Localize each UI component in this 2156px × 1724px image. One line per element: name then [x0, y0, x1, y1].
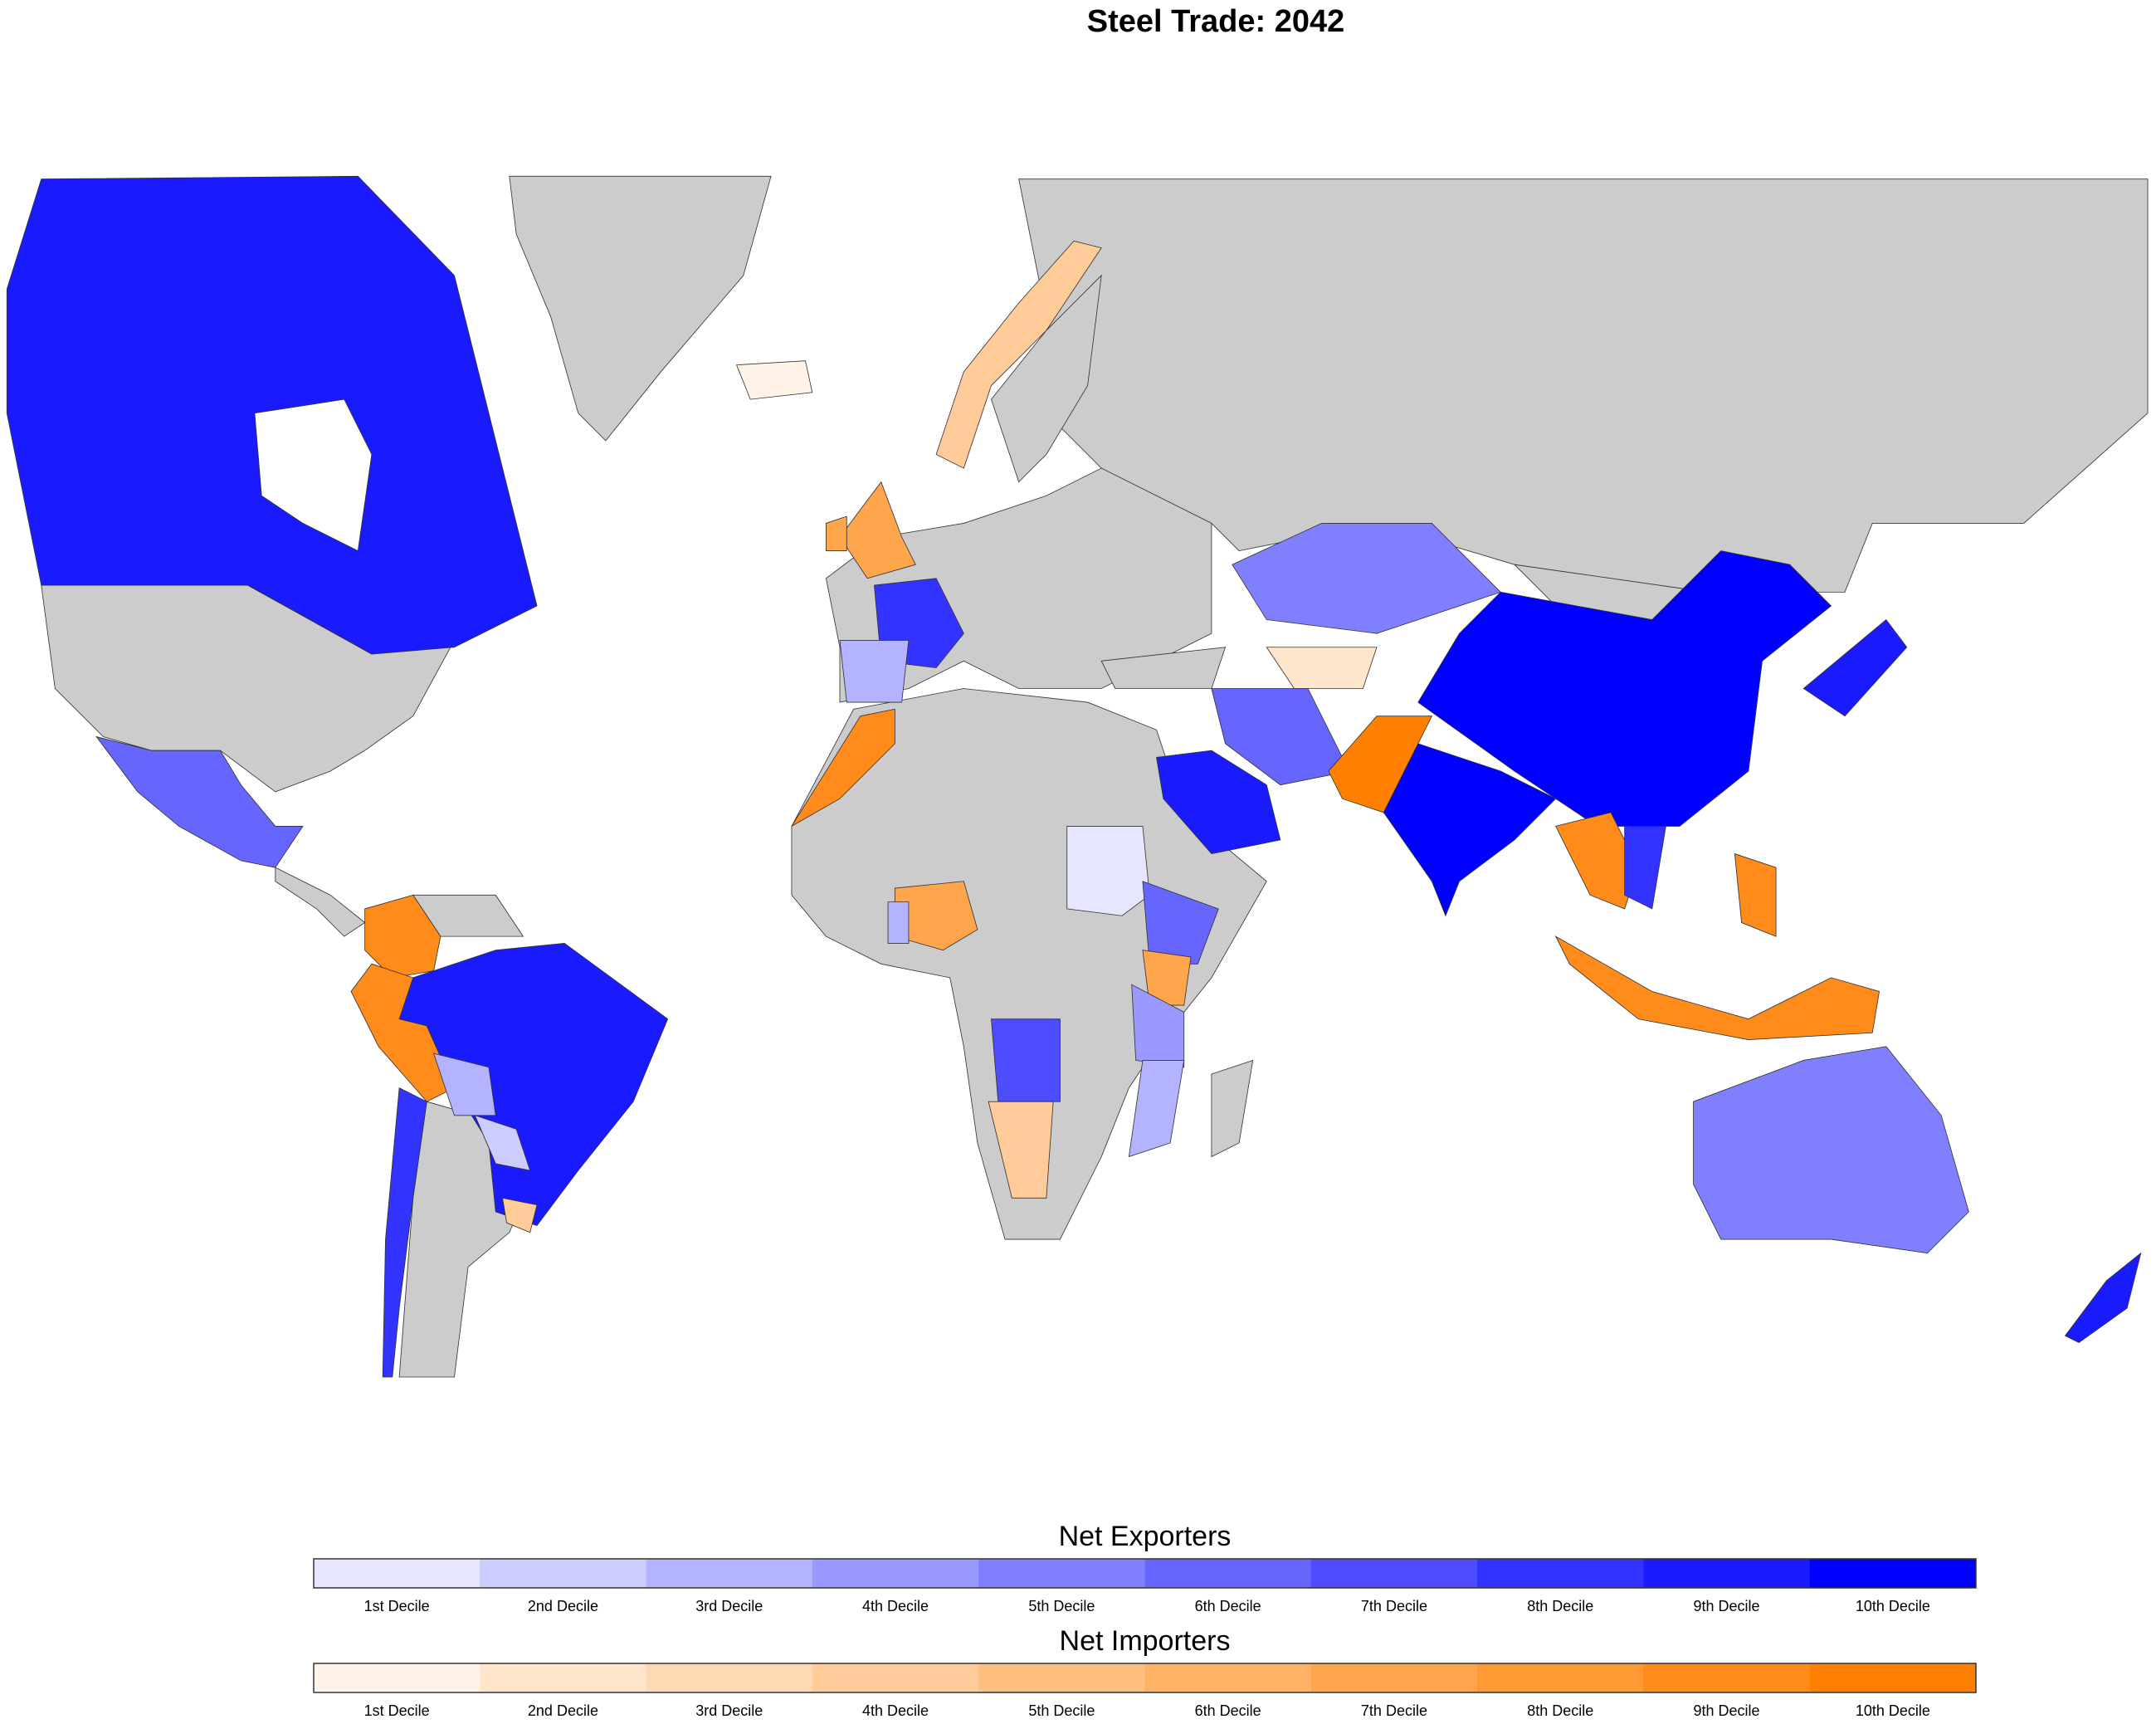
legend-label: 7th Decile — [1361, 1598, 1427, 1614]
region — [1211, 688, 1350, 786]
legend-frame — [313, 1558, 1977, 1589]
legend-label: 2nd Decile — [528, 1702, 598, 1719]
region — [825, 515, 847, 552]
legend-swatch — [646, 1663, 813, 1692]
legend-label: 2nd Decile — [528, 1598, 598, 1614]
legend-swatch — [1144, 1663, 1312, 1692]
region — [1211, 1059, 1254, 1158]
legend-label: 3rd Decile — [695, 1702, 763, 1719]
region — [791, 688, 1267, 1240]
region — [1128, 1060, 1185, 1158]
legend-label: 4th Decile — [862, 1598, 929, 1614]
legend-swatch — [1310, 1663, 1478, 1692]
region — [382, 1087, 427, 1378]
legend-swatch — [812, 1663, 979, 1692]
legend-swatch — [314, 1663, 480, 1692]
legend-swatch — [1477, 1663, 1644, 1692]
water — [254, 398, 373, 552]
legend-label: 7th Decile — [1361, 1702, 1427, 1719]
region — [1066, 825, 1150, 916]
legend-label: 8th Decile — [1527, 1598, 1593, 1614]
legend-swatch — [1643, 1663, 1811, 1692]
region — [275, 867, 366, 937]
region — [839, 640, 910, 703]
region — [988, 1101, 1054, 1199]
legend-label: 1st Decile — [364, 1702, 430, 1719]
legend-title: Net Importers — [1060, 1625, 1231, 1657]
region — [1554, 935, 1880, 1040]
chart-title: Steel Trade: 2042 — [1087, 4, 1345, 39]
world-map — [6, 175, 2149, 1378]
region — [887, 901, 910, 944]
region — [502, 1197, 538, 1233]
region — [2064, 1252, 2142, 1344]
legend-swatch — [1643, 1559, 1811, 1588]
region — [432, 1052, 496, 1116]
legend-swatch — [480, 1663, 647, 1692]
legend-label: 10th Decile — [1856, 1598, 1930, 1614]
region — [1383, 743, 1557, 917]
legend-swatch — [1144, 1559, 1312, 1588]
legend-swatch — [1477, 1559, 1644, 1588]
legend-label: 9th Decile — [1694, 1598, 1760, 1614]
legend-label: 5th Decile — [1028, 1702, 1095, 1719]
legend-swatch — [646, 1559, 813, 1588]
legend-label: 10th Decile — [1856, 1702, 1930, 1719]
legend-label: 5th Decile — [1028, 1598, 1095, 1614]
legend-label: 6th Decile — [1195, 1702, 1261, 1719]
legend-label: 4th Decile — [862, 1702, 929, 1719]
legend-title: Net Exporters — [1059, 1521, 1232, 1552]
region — [839, 481, 916, 579]
region — [95, 735, 304, 868]
region — [398, 942, 669, 1226]
region — [1142, 881, 1219, 965]
region — [735, 360, 813, 400]
region — [509, 175, 772, 442]
legend-label: 3rd Decile — [695, 1598, 763, 1614]
legend-label: 6th Decile — [1195, 1598, 1261, 1614]
legend-label: 8th Decile — [1527, 1702, 1593, 1719]
region — [935, 240, 1102, 469]
legend-label: 9th Decile — [1694, 1702, 1760, 1719]
region — [1266, 647, 1378, 689]
region — [1624, 825, 1666, 910]
region — [991, 1018, 1061, 1102]
region — [1131, 984, 1185, 1068]
legend-frame — [313, 1663, 1977, 1693]
legend-swatch — [1809, 1663, 1977, 1692]
region — [1156, 750, 1281, 855]
legends: Net Exporters 1st Decile 2nd Decile 3rd Dec… — [313, 1521, 1977, 1719]
legend-swatch — [812, 1559, 979, 1588]
region — [1734, 852, 1777, 937]
legend-swatch — [480, 1559, 647, 1588]
legend-swatch — [1809, 1559, 1977, 1588]
legend-label: 1st Decile — [364, 1598, 430, 1614]
legend-swatch — [314, 1559, 480, 1588]
region — [1417, 550, 1832, 827]
region — [474, 1115, 531, 1171]
legend-swatch — [978, 1559, 1145, 1588]
region — [1693, 1046, 1969, 1254]
region — [1802, 618, 1908, 717]
region — [1142, 950, 1192, 1006]
legend-swatch — [978, 1663, 1145, 1692]
legend-swatch — [1310, 1559, 1478, 1588]
region — [791, 708, 895, 827]
